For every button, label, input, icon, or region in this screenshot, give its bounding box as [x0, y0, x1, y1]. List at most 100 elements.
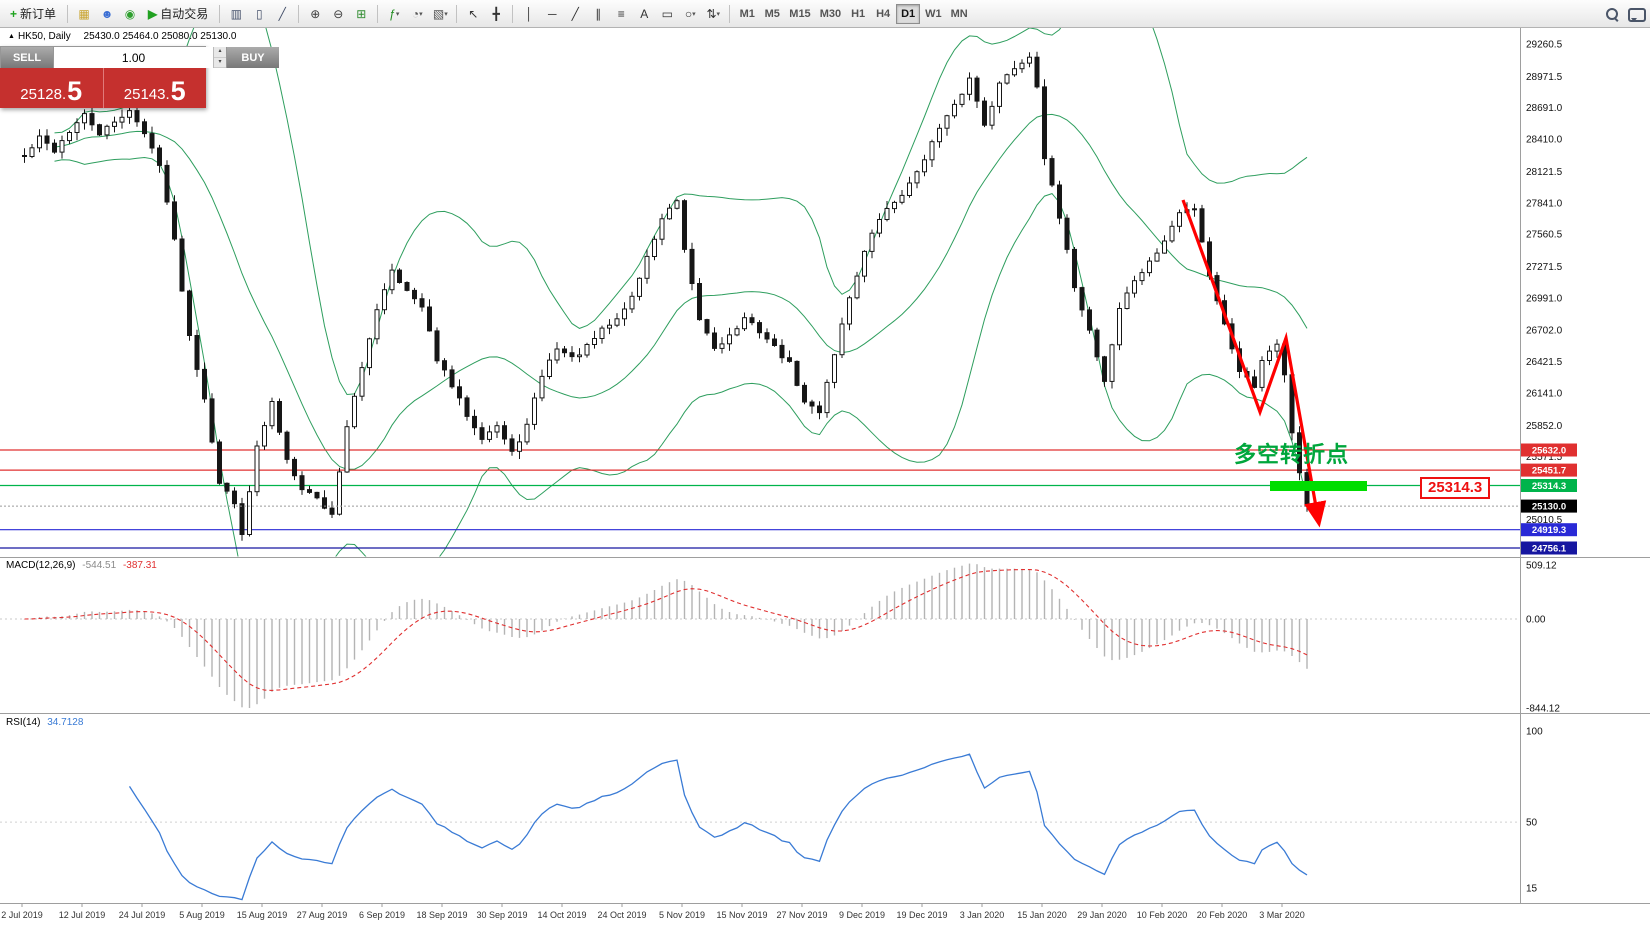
volume-down-icon[interactable]: ▾ [214, 57, 226, 68]
svg-text:25314.3: 25314.3 [1532, 481, 1566, 492]
trade-panel-prices: 25128. 5 25143. 5 [0, 68, 206, 108]
timeframe-m15[interactable]: M15 [789, 7, 811, 20]
svg-text:20 Feb 2020: 20 Feb 2020 [1197, 910, 1248, 920]
cursor-icon[interactable]: ↖ [468, 6, 479, 21]
new-order-button-label: 新订单 [20, 7, 57, 21]
price-tag-label[interactable]: 25314.3 [1420, 477, 1491, 499]
svg-text:25010.5: 25010.5 [1526, 515, 1563, 526]
zoom-out-icon[interactable]: ⊖ [333, 6, 344, 21]
buy-price[interactable]: 25143. 5 [103, 68, 206, 108]
svg-text:29260.5: 29260.5 [1526, 39, 1563, 50]
svg-text:26991.0: 26991.0 [1526, 293, 1563, 304]
market-watch-icon[interactable]: ▦ [78, 6, 90, 21]
svg-text:100: 100 [1526, 727, 1543, 738]
trendline-icon[interactable]: ╱ [571, 6, 579, 21]
svg-text:26141.0: 26141.0 [1526, 389, 1563, 400]
trade-panel-controls: SELL ▴ ▾ BUY [0, 46, 279, 68]
autotrading-button[interactable]: ▶ 自动交易 [142, 3, 214, 25]
timeframe-m5[interactable]: M5 [764, 7, 780, 20]
volume-field: ▴ ▾ [53, 47, 227, 68]
toolbar-separator [219, 4, 221, 23]
line-chart-icon[interactable]: ╱ [278, 6, 286, 21]
svg-text:5 Aug 2019: 5 Aug 2019 [179, 910, 225, 920]
indicators-icon[interactable]: ƒ ▾ [389, 6, 400, 21]
zoom-in-icon[interactable]: ⊕ [310, 6, 321, 21]
volume-input[interactable] [54, 47, 213, 68]
vertical-line-icon[interactable]: │ [525, 6, 534, 21]
macd-axis: 509.12 0.00 -844.12 [1526, 561, 1560, 715]
toolbar-separator [67, 4, 69, 23]
timeframe-w1[interactable]: W1 [925, 7, 942, 20]
highlight-bar[interactable] [1270, 481, 1367, 491]
svg-text:0.00: 0.00 [1526, 615, 1546, 626]
timeframe-h1[interactable]: H1 [851, 7, 866, 20]
bollinger-upper-band [54, 28, 1308, 396]
buy-price-main: 25143. [123, 85, 170, 103]
svg-text:9 Dec 2019: 9 Dec 2019 [839, 910, 885, 920]
main-chart-panel [0, 28, 1520, 557]
trend-arrow[interactable] [1181, 199, 1327, 528]
fibonacci-icon[interactable]: ≡ [617, 6, 625, 21]
rsi-line [128, 753, 1308, 901]
autotrading-button-label: 自动交易 [160, 7, 209, 21]
timeframe-m1[interactable]: M1 [739, 7, 755, 20]
axis-price-label: 25451.7 [1521, 463, 1577, 477]
svg-text:27 Nov 2019: 27 Nov 2019 [776, 910, 827, 920]
tile-windows-icon[interactable]: ⊞ [356, 6, 367, 21]
one-click-copy-icon[interactable]: ◉ [124, 6, 136, 21]
dropdown-caret-icon: ▾ [444, 10, 448, 18]
shapes-icon[interactable]: ○ ▾ [684, 6, 696, 21]
macd-signal-value: -387.31 [122, 560, 157, 571]
sell-price-big-digit: 5 [67, 76, 83, 107]
sell-button[interactable]: SELL [1, 47, 53, 68]
macd-histogram [23, 563, 1308, 708]
periods-icon[interactable]: ◔ ▾ [411, 6, 423, 21]
axis-price-label: 25632.0 [1521, 443, 1577, 457]
toolbar-separator [512, 4, 514, 23]
autotrading-play-icon: ▶ [148, 6, 158, 21]
svg-text:27560.5: 27560.5 [1526, 230, 1563, 241]
symbol-ohlc-values: 25430.0 25464.0 25080.0 25130.0 [83, 31, 237, 42]
text-icon[interactable]: A [640, 6, 649, 21]
crosshair-icon[interactable]: ╋ [492, 6, 500, 21]
svg-text:5 Nov 2019: 5 Nov 2019 [659, 910, 705, 920]
axis-price-label: 25314.3 [1521, 479, 1577, 492]
timeframe-mn[interactable]: MN [950, 7, 968, 20]
axis-price-label: 24919.3 [1521, 523, 1577, 537]
svg-text:25130.0: 25130.0 [1532, 502, 1566, 513]
price-chart[interactable]: 29260.5 28971.5 28691.0 28410.0 28121.5 27841… [0, 28, 1650, 950]
svg-text:6 Sep 2019: 6 Sep 2019 [359, 910, 405, 920]
new-order-button[interactable]: + 新订单 [4, 3, 62, 25]
toolbar-separator [377, 4, 379, 23]
main-toolbar: + 新订单 ▦ ☻ ◉ ▶ 自动交易 ▥ ▯ ╱ ⊕ ⊖ ⊞ ƒ ▾ ◔ ▾ ▧ ▾ ↖ ╋ │ ─ ╱ ∥ ≡ A ▭ ○ ▾ ⇅ ▾ M1 M… [0, 0, 1650, 28]
horizontal-price-lines[interactable] [0, 449, 1520, 549]
candlestick-chart-icon[interactable]: ▯ [255, 6, 263, 21]
profiles-icon[interactable]: ☻ [100, 6, 114, 21]
buy-button[interactable]: BUY [227, 47, 279, 68]
dropdown-caret-icon: ▾ [395, 10, 400, 18]
svg-text:3 Mar 2020: 3 Mar 2020 [1259, 910, 1305, 920]
macd-signal-line [24, 568, 1308, 691]
search-icon [1604, 6, 1620, 22]
svg-text:27841.0: 27841.0 [1526, 198, 1563, 209]
svg-text:27271.5: 27271.5 [1526, 262, 1563, 273]
timeframe-h4[interactable]: H4 [876, 7, 891, 20]
annotation-text[interactable]: 多空转折点 [1234, 442, 1350, 467]
chat-icon[interactable] [1624, 4, 1646, 24]
volume-up-icon[interactable]: ▴ [214, 47, 226, 58]
dropdown-caret-icon: ▾ [419, 10, 423, 18]
timeframe-d1[interactable]: D1 [896, 3, 921, 24]
svg-text:25451.7: 25451.7 [1532, 466, 1566, 477]
horizontal-line-icon[interactable]: ─ [548, 6, 557, 21]
bar-chart-icon[interactable]: ▥ [230, 6, 242, 21]
channel-icon[interactable]: ∥ [595, 6, 602, 21]
sell-price[interactable]: 25128. 5 [0, 68, 104, 108]
toolbar-separator [298, 4, 300, 23]
label-icon[interactable]: ▭ [661, 6, 673, 21]
x-axis[interactable]: 2 Jul 2019 12 Jul 2019 24 Jul 2019 5 Aug 20… [1, 904, 1305, 920]
timeframe-m30[interactable]: M30 [819, 7, 842, 20]
search-icon[interactable] [1601, 4, 1623, 24]
svg-text:15 Nov 2019: 15 Nov 2019 [716, 910, 767, 920]
templates-icon[interactable]: ▧ ▾ [432, 6, 448, 21]
arrows-icon[interactable]: ⇅ ▾ [706, 6, 721, 21]
